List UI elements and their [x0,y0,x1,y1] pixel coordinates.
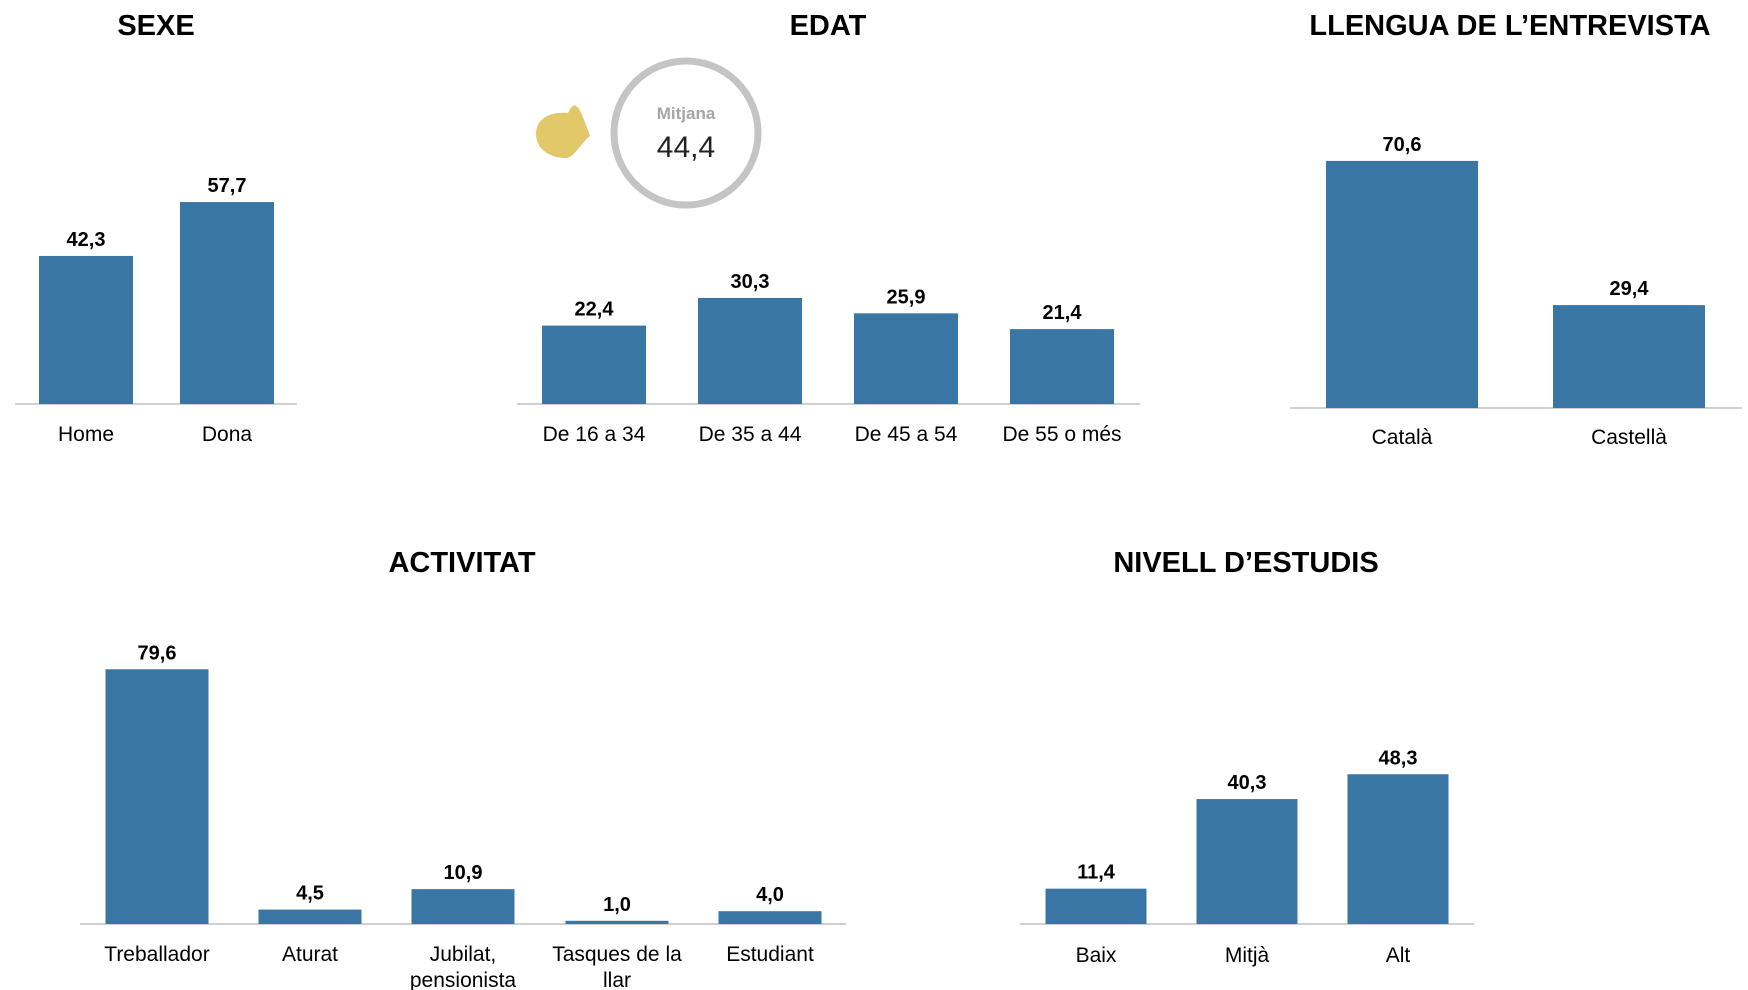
category-label-edat-1: De 16 a 34 [543,423,646,446]
bar-llengua-2 [1553,305,1705,408]
category-label-sexe-2: Dona [202,423,253,446]
category-label-llengua-1: Català [1372,426,1433,449]
data-label-edat-2: 30,3 [731,271,770,293]
bar-edat-2 [698,297,802,404]
category-label-edat-2: De 35 a 44 [699,423,802,446]
mean-circle [610,57,762,209]
bar-edat-3 [854,313,958,404]
data-label-activitat-1: 79,6 [138,642,177,664]
category-label-nivell-estudis-2: Mitjà [1225,944,1270,967]
chart-title-activitat: ACTIVITAT [388,547,535,579]
data-label-llengua-2: 29,4 [1610,278,1650,300]
mean-label: Mitjana [657,104,716,123]
bars-layer: 42,3 Home 57,7 Dona 22,4 De 16 a 34 30,3 De 35 … [15,134,1742,990]
mean-value: 44,4 [657,131,715,164]
data-label-activitat-3: 10,9 [444,862,483,884]
bar-activitat-5 [718,911,822,924]
data-label-edat-4: 21,4 [1043,302,1083,324]
bar-nivell-estudis-2 [1196,799,1298,924]
bar-activitat-4 [565,920,669,924]
category-label-activitat-4: Tasques de la llar [552,943,682,990]
data-label-llengua-1: 70,6 [1383,134,1422,156]
bar-activitat-1 [105,669,209,924]
bar-llengua-1 [1326,160,1478,408]
bar-nivell-estudis-1 [1045,888,1147,924]
data-label-nivell-estudis-2: 40,3 [1228,772,1267,794]
category-label-nivell-estudis-3: Alt [1386,944,1411,967]
bar-edat-4 [1010,329,1114,404]
mean-annotation: Mitjana 44,4 [536,57,762,209]
data-label-activitat-5: 4,0 [756,884,784,906]
bar-edat-1 [542,325,646,404]
category-label-activitat-1: Treballador [104,943,209,966]
bar-activitat-3 [411,889,515,924]
chart-title-edat: EDAT [790,10,867,42]
data-label-activitat-2: 4,5 [296,883,324,905]
category-label-activitat-2: Aturat [282,943,338,966]
chart-title-llengua: LLENGUA DE L’ENTREVISTA [1309,10,1710,42]
category-label-llengua-2: Castellà [1591,426,1667,449]
category-label-activitat-3: Jubilat, pensionista [410,943,517,990]
category-label-sexe-1: Home [58,423,114,446]
data-label-edat-1: 22,4 [575,299,615,321]
bar-sexe-1 [39,255,133,404]
data-label-sexe-2: 57,7 [208,175,247,197]
bar-nivell-estudis-3 [1347,774,1449,924]
category-label-activitat-5: Estudiant [726,943,814,966]
category-label-nivell-estudis-1: Baix [1076,944,1117,967]
mean-marker-icon [536,105,590,158]
data-label-nivell-estudis-1: 11,4 [1077,862,1116,884]
bar-activitat-2 [258,909,362,924]
category-label-edat-4: De 55 o més [1002,423,1121,446]
chart-title-nivell-estudis: NIVELL D’ESTUDIS [1113,547,1378,579]
data-label-activitat-4: 1,0 [603,894,631,916]
data-label-nivell-estudis-3: 48,3 [1379,747,1418,769]
data-label-sexe-1: 42,3 [67,229,106,251]
category-label-edat-3: De 45 a 54 [855,423,958,446]
chart-title-sexe: SEXE [117,10,194,42]
data-label-edat-3: 25,9 [887,286,926,308]
bar-sexe-2 [180,202,274,404]
